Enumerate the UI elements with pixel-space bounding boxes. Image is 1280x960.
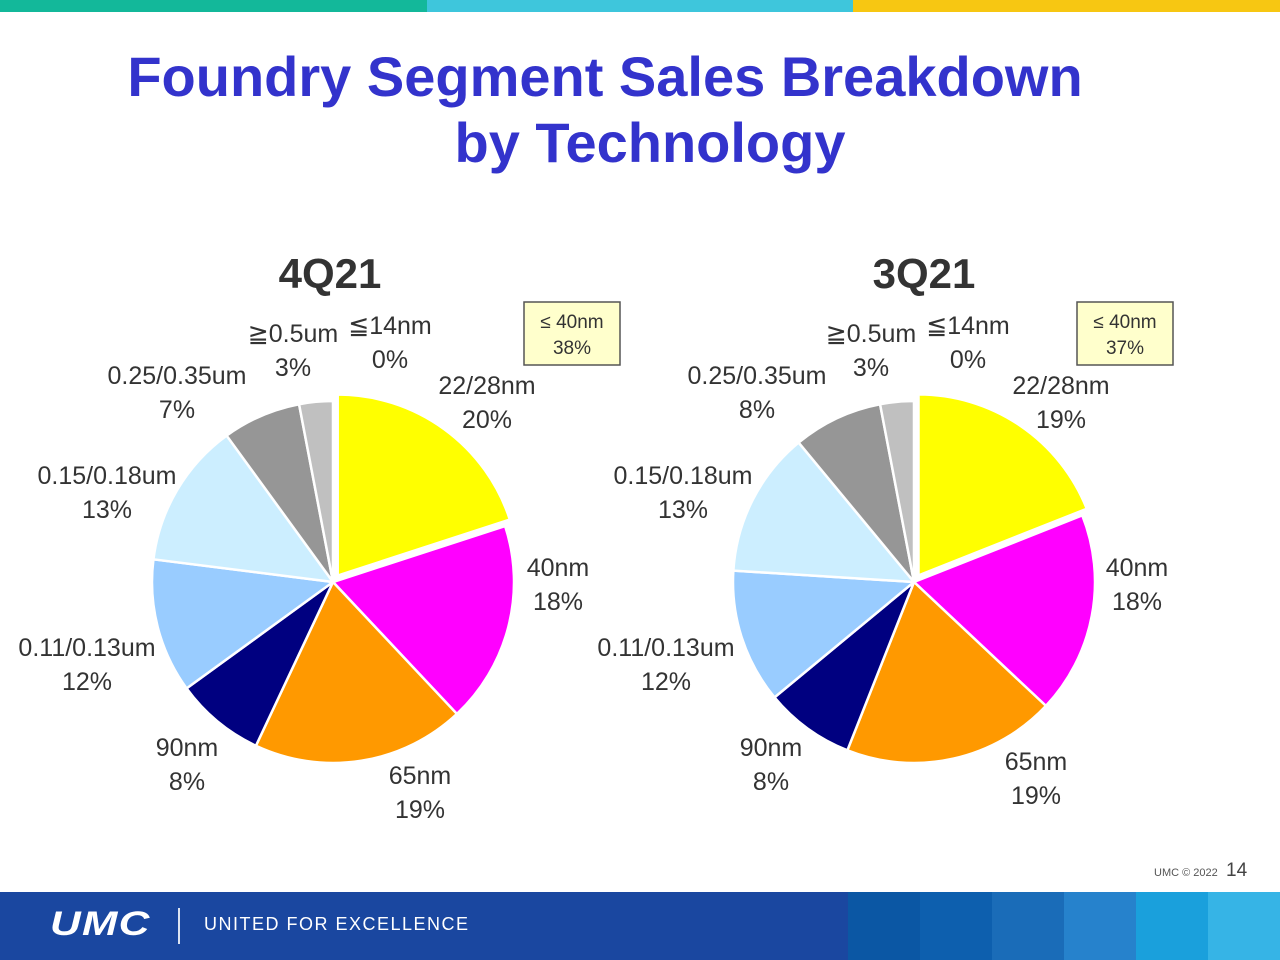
slice-label-0-5um: ≧0.5um 3% — [248, 320, 338, 382]
top-color-bar — [0, 0, 1280, 12]
footer-color-blocks — [848, 892, 1280, 960]
footer-divider — [178, 908, 180, 944]
slice-label-90nm: 90nm 8% — [740, 734, 803, 796]
slice-label-40nm: 40nm 18% — [527, 554, 590, 616]
pie-slice-22-28nm — [336, 393, 512, 578]
pie-chart-4q21: 4Q21 22/28nm 20% 40nm 18% 65nm 19% 90nm 8%0.11/0… — [18, 250, 621, 824]
pie-slice-90nm — [184, 580, 335, 748]
footer-color-block — [1064, 892, 1136, 960]
slice-label-90nm: 90nm 8% — [156, 734, 219, 796]
footer-color-block — [992, 892, 1064, 960]
slice-label-14nm: ≦14nm 0% — [926, 312, 1009, 374]
pie-title: 4Q21 — [279, 250, 382, 297]
slice-label-0-11-0-13um: 0.11/0.13um 12% — [597, 634, 734, 696]
pie-slice-40nm — [330, 524, 516, 716]
pie-slice-65nm — [254, 579, 459, 765]
footer-color-block — [848, 892, 920, 960]
pie-slice-0-11-0-13um — [731, 569, 918, 700]
callout-box: ≤ 40nm 37% — [1076, 301, 1174, 366]
pie-slice-0-5um — [878, 399, 916, 583]
footer-color-block — [920, 892, 992, 960]
slide-title: Foundry Segment Sales Breakdown by Techn… — [0, 44, 1210, 176]
pie-slice-0-15-0-18um — [152, 433, 336, 584]
pie-chart-3q21: 3Q21 22/28nm 19% 40nm 18% 65nm 19% 90nm 8%0.11/0… — [597, 250, 1174, 810]
footer-color-block — [1136, 892, 1208, 960]
footer-tagline: UNITED FOR EXCELLENCE — [204, 914, 470, 934]
copyright: UMC © 2022 — [1154, 867, 1218, 879]
slice-label-65nm: 65nm 19% — [389, 762, 452, 824]
slice-label-65nm: 65nm 19% — [1005, 748, 1068, 810]
top-bar-segment-cyan — [426, 0, 854, 12]
slide-title-line2: by Technology — [454, 111, 846, 174]
pie-title: 3Q21 — [873, 250, 976, 297]
footer-bar: UMC UNITED FOR EXCELLENCE — [0, 892, 1280, 960]
pie-slice-0-25-0-35um — [796, 402, 916, 583]
slice-label-0-25-0-35um: 0.25/0.35um 8% — [688, 362, 827, 424]
pie-slice-40nm — [911, 513, 1097, 708]
pie-slice-0-11-0-13um — [150, 557, 337, 691]
slice-label-0-5um: ≧0.5um 3% — [826, 320, 916, 382]
top-bar-segment-yellow — [853, 0, 1280, 12]
slide-title-line1: Foundry Segment Sales Breakdown — [127, 45, 1083, 108]
slice-label-0-15-0-18um: 0.15/0.18um 13% — [614, 462, 753, 524]
top-bar-segment-teal — [0, 0, 427, 12]
slice-label-0-25-0-35um: 0.25/0.35um 7% — [108, 362, 247, 424]
callout-text: ≤ 40nm 38% — [540, 312, 603, 359]
slice-label-0-11-0-13um: 0.11/0.13um 12% — [18, 634, 155, 696]
umc-logo: UMC — [50, 905, 151, 943]
slice-label-40nm: 40nm 18% — [1106, 554, 1169, 616]
pie-slice-22-28nm — [917, 393, 1089, 578]
slice-label-22-28nm: 22/28nm 19% — [1012, 372, 1109, 434]
slice-label-22-28nm: 22/28nm 20% — [438, 372, 535, 434]
footer-color-block — [1208, 892, 1280, 960]
slice-label-14nm: ≦14nm 0% — [348, 312, 431, 374]
slice-label-0-15-0-18um: 0.15/0.18um 13% — [38, 462, 177, 524]
pie-slice-90nm — [772, 581, 916, 752]
callout-text: ≤ 40nm 37% — [1093, 312, 1156, 359]
pie-slice-0-5um — [297, 399, 335, 583]
pie-slice-0-15-0-18um — [732, 440, 917, 584]
page-number: 14 — [1226, 860, 1248, 881]
callout-box: ≤ 40nm 38% — [523, 301, 621, 366]
